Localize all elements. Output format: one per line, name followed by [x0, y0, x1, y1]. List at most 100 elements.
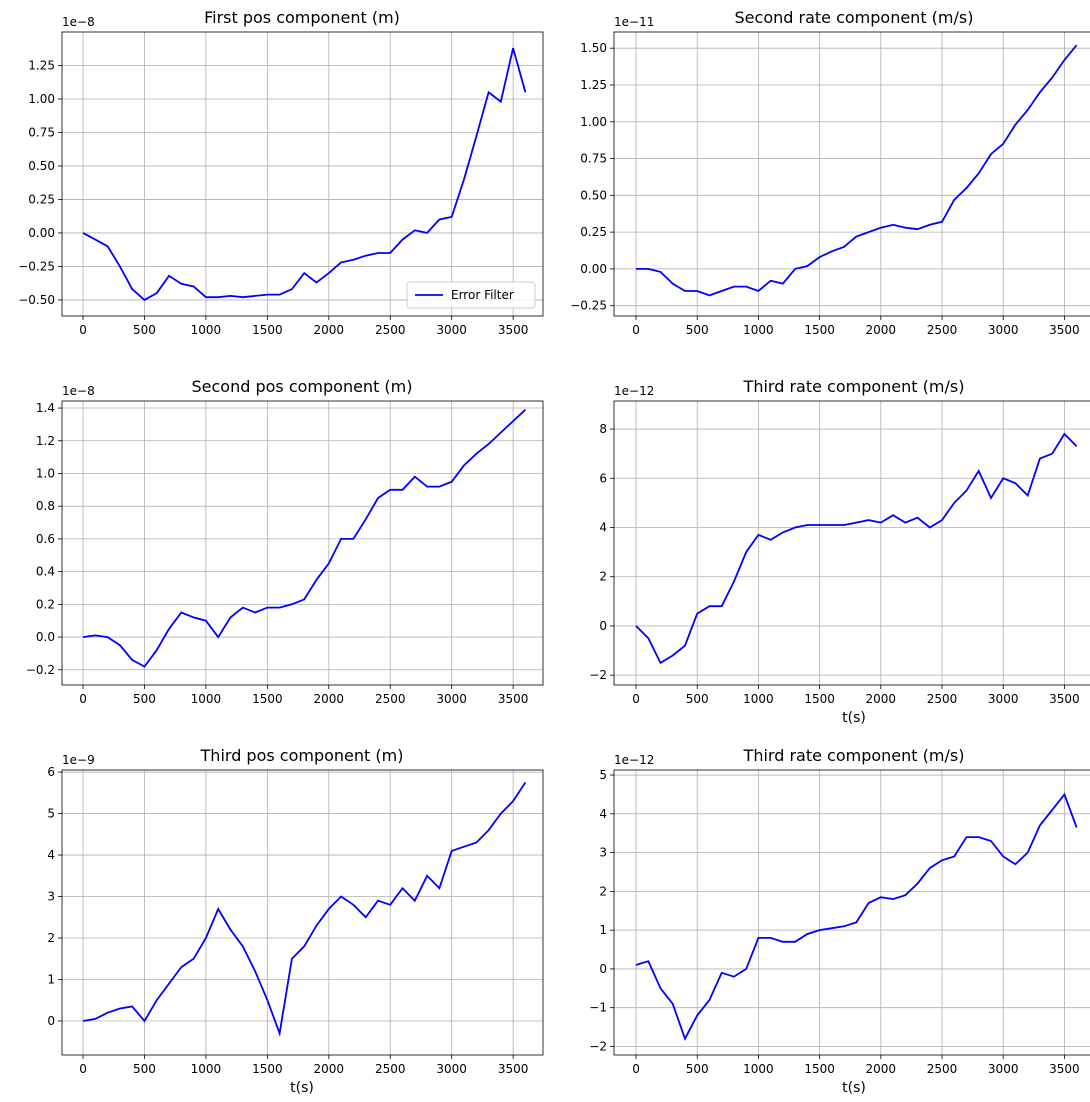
y-tick-label: 0.6 [36, 532, 55, 546]
x-tick-label: 2000 [314, 1062, 345, 1076]
legend-box [406, 281, 536, 309]
chart-title: Second pos component (m) [191, 377, 412, 396]
offset-label: 1e−11 [614, 15, 654, 29]
y-tick-label: 0.25 [28, 192, 55, 206]
y-tick-label: 1.25 [580, 78, 607, 92]
y-tick-label: 3 [47, 890, 55, 904]
x-tick-label: 1000 [743, 692, 774, 706]
y-tick-label: 0.8 [36, 499, 55, 513]
x-tick-label: 1000 [191, 1062, 222, 1076]
x-tick-label: 500 [133, 692, 156, 706]
chart-title: Second rate component (m/s) [735, 8, 974, 27]
y-tick-label: 4 [599, 520, 607, 534]
x-tick-label: 2500 [927, 323, 958, 337]
x-tick-label: 1500 [804, 323, 835, 337]
x-tick-label: 0 [632, 1062, 640, 1076]
chart-title: Third pos component (m) [200, 746, 404, 765]
x-tick-label: 1000 [191, 692, 222, 706]
x-tick-label: 0 [632, 323, 640, 337]
y-tick-label: 8 [599, 422, 607, 436]
x-tick-label: 3000 [988, 323, 1019, 337]
chart-title: Third rate component (m/s) [743, 377, 965, 396]
y-tick-label: 0.4 [36, 565, 55, 579]
axes-frame [613, 769, 1090, 1056]
y-tick-label: 1 [47, 972, 55, 986]
y-tick-label: −0.25 [570, 299, 607, 313]
y-tick-label: 1.25 [28, 58, 55, 72]
offset-label: 1e−9 [62, 753, 95, 767]
y-tick-label: 1.00 [28, 92, 55, 106]
x-tick-label: 500 [686, 323, 709, 337]
x-tick-label: 3000 [988, 692, 1019, 706]
x-tick-label: 0 [79, 692, 87, 706]
x-tick-label: 3500 [498, 692, 529, 706]
chart-title: Third rate component (m/s) [743, 746, 965, 765]
x-tick-label: 2000 [866, 1062, 897, 1076]
y-tick-label: 5 [599, 768, 607, 782]
subplot: 0 500 1000 1500 2000 2500 3000 3500 −0.50 −0.25 0.… [18, 8, 544, 337]
x-tick-label: 500 [133, 323, 156, 337]
x-tick-label: 2500 [375, 1062, 406, 1076]
data-line [635, 792, 1078, 1041]
x-tick-label: 3500 [1049, 1062, 1080, 1076]
x-axis-label: t(s) [290, 1080, 314, 1096]
x-tick-label: 3500 [498, 323, 529, 337]
y-tick-label: −0.50 [18, 293, 55, 307]
x-tick-label: 0 [79, 323, 87, 337]
y-tick-label: 2 [599, 884, 607, 898]
y-tick-label: 0.50 [580, 188, 607, 202]
x-tick-label: 1500 [252, 1062, 283, 1076]
offset-label: 1e−12 [614, 384, 654, 398]
subplot: 0 500 1000 1500 2000 2500 3000 3500 −0.2 0.0 0.2 0.… [26, 377, 544, 706]
subplot: 0 500 1000 1500 2000 2500 3000 3500 −2 −1 0 1 2 3 4 5 Th… [589, 746, 1090, 1096]
data-line [636, 44, 1078, 297]
y-tick-label: 5 [47, 807, 55, 821]
offset-label: 1e−8 [62, 15, 95, 29]
y-tick-label: 4 [599, 807, 607, 821]
y-tick-label: −1 [589, 1001, 607, 1015]
x-tick-label: 1000 [191, 323, 222, 337]
y-tick-label: 1.2 [36, 434, 55, 448]
x-tick-label: 500 [686, 1062, 709, 1076]
y-tick-label: 4 [47, 848, 55, 862]
x-tick-label: 3500 [1049, 692, 1080, 706]
x-tick-label: 3000 [988, 1062, 1019, 1076]
y-tick-label: −0.2 [26, 663, 55, 677]
y-tick-label: 0.75 [28, 125, 55, 139]
x-tick-label: 2000 [314, 323, 345, 337]
data-line [82, 47, 527, 301]
y-tick-label: −0.25 [18, 259, 55, 273]
subplot: 0 500 1000 1500 2000 2500 3000 3500 −0.25 0.00 0.2… [570, 8, 1090, 337]
x-tick-label: 2000 [866, 692, 897, 706]
y-tick-label: 0.25 [580, 225, 607, 239]
x-tick-label: 3000 [436, 323, 467, 337]
x-tick-label: 1500 [804, 692, 835, 706]
y-tick-label: −2 [589, 668, 607, 682]
x-axis-label: t(s) [842, 1080, 866, 1096]
x-tick-label: 1000 [743, 323, 774, 337]
x-tick-label: 500 [686, 692, 709, 706]
offset-label: 1e−12 [614, 753, 654, 767]
y-tick-label: 1.50 [580, 41, 607, 55]
axes-frame [61, 400, 544, 686]
x-axis-label: t(s) [842, 710, 866, 726]
data-line [635, 432, 1078, 665]
y-tick-label: 1 [599, 923, 607, 937]
data-line [82, 409, 527, 668]
y-tick-label: 0.00 [28, 226, 55, 240]
x-tick-label: 2500 [375, 692, 406, 706]
x-tick-label: 2000 [866, 323, 897, 337]
axes-frame [613, 400, 1090, 686]
offset-label: 1e−8 [62, 384, 95, 398]
x-tick-label: 1500 [252, 692, 283, 706]
axes-frame [61, 769, 544, 1056]
y-tick-label: 1.0 [36, 466, 55, 480]
x-tick-label: 3000 [436, 1062, 467, 1076]
x-tick-label: 3000 [436, 692, 467, 706]
chart-title: First pos component (m) [204, 8, 400, 27]
y-tick-label: 0 [599, 962, 607, 976]
y-tick-label: 1.4 [36, 401, 55, 415]
y-tick-label: 0 [47, 1014, 55, 1028]
